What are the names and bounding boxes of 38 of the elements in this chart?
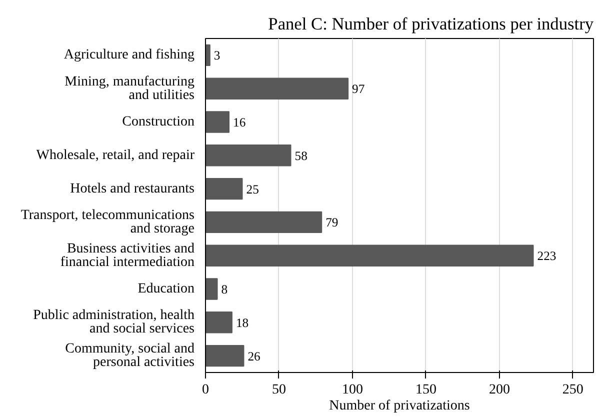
data-label: 16 [233, 116, 246, 130]
x-tick-label: 100 [342, 382, 363, 398]
bar [206, 244, 534, 266]
data-label: 223 [537, 249, 556, 264]
bar [206, 344, 244, 367]
y-tick-label: Mining, manufacturing and utilities [64, 74, 195, 103]
bar [206, 312, 232, 334]
y-tick-label: Business activities and financial intermediation [60, 241, 195, 270]
chart-title: Panel C: Number of privatizations per industry [268, 14, 594, 34]
y-tick-label: Construction [122, 114, 195, 130]
y-tick-label: Agriculture and fishing [64, 48, 195, 63]
bar [206, 178, 243, 200]
y-tick-label: Public administration, health and social services [33, 308, 195, 337]
x-tick-label: 0 [202, 382, 209, 398]
bar [206, 278, 218, 300]
x-tick-label: 50 [272, 382, 286, 398]
data-label: 8 [221, 282, 228, 296]
x-tick-label: 250 [562, 382, 584, 398]
data-label: 97 [352, 82, 365, 96]
data-label: 18 [236, 316, 249, 330]
data-label: 3 [214, 48, 220, 63]
bar [206, 78, 349, 100]
data-label: 25 [246, 182, 259, 196]
data-label: 26 [248, 349, 260, 364]
y-tick-label: Hotels and restaurants [70, 181, 195, 196]
x-tick-label: 200 [488, 382, 510, 398]
y-tick-label: Community, social and personal activities [65, 342, 195, 370]
bar [206, 144, 292, 166]
x-tick-label: 150 [415, 382, 436, 398]
data-label: 58 [294, 148, 308, 163]
y-tick-label: Transport, telecommunications and storage [20, 208, 195, 236]
bar [206, 211, 322, 234]
data-label: 79 [326, 216, 338, 230]
y-tick-label: Education [138, 282, 195, 296]
bar [206, 111, 230, 133]
x-axis-title: Number of privatizations [329, 398, 470, 414]
y-tick-label: Wholesale, retail, and repair [36, 148, 195, 163]
bar [206, 44, 210, 66]
